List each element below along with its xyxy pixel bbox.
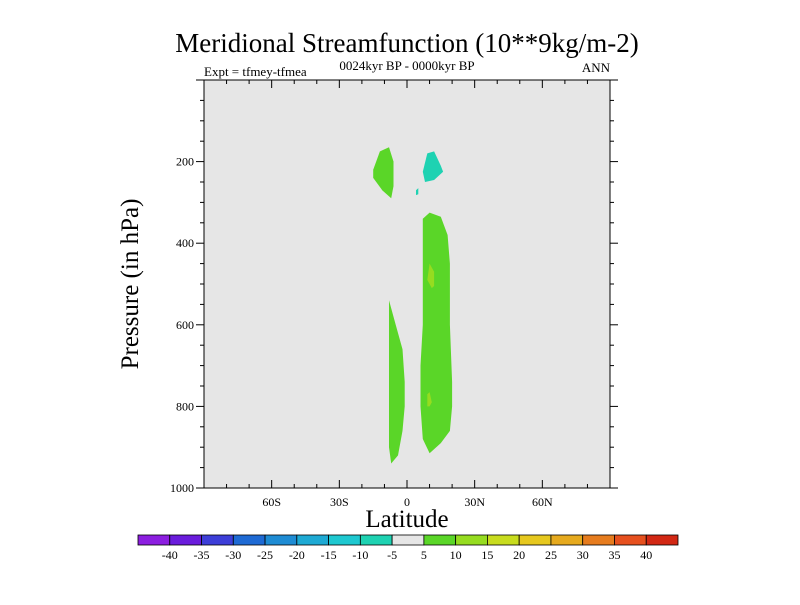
- colorbar-swatch: [137, 534, 171, 546]
- colorbar-swatch: [518, 534, 552, 546]
- contour-region-2: [422, 151, 444, 182]
- colorbar-swatch: [328, 534, 361, 546]
- x-tick-label: 60N: [532, 495, 553, 509]
- x-tick-label: 60S: [262, 495, 281, 509]
- contour-region-1: [373, 147, 394, 199]
- colorbar-label: 25: [545, 548, 557, 562]
- colorbar-swatch: [614, 534, 647, 546]
- colorbar-label: 30: [577, 548, 589, 562]
- x-tick-label: 0: [404, 495, 410, 509]
- colorbar-label: 20: [513, 548, 525, 562]
- colorbar-swatch: [232, 534, 266, 546]
- time-range-label: 0024kyr BP - 0000kyr BP: [339, 58, 474, 73]
- axis-ticks: 60S 30S 0 30N 60N 200 400 600 800 1000: [170, 79, 618, 509]
- colorbar-label: 35: [608, 548, 620, 562]
- colorbar-label: 40: [640, 548, 652, 562]
- y-tick-label: 200: [176, 155, 194, 169]
- x-axis-label: Latitude: [365, 506, 448, 533]
- colorbar-swatch: [645, 534, 679, 546]
- chart-title: Meridional Streamfunction (10**9kg/m-2): [175, 28, 638, 58]
- colorbar-swatch: [264, 534, 298, 546]
- colorbar-swatch: [487, 534, 520, 546]
- contour-regions: [373, 147, 453, 464]
- colorbar-label: -25: [257, 548, 273, 562]
- colorbar-swatch: [455, 534, 488, 546]
- colorbar-label: 5: [421, 548, 427, 562]
- y-tick-label: 400: [176, 236, 194, 250]
- colorbar-swatch: [359, 534, 393, 546]
- experiment-label: Expt = tfmey-tfmea: [204, 64, 307, 79]
- colorbar-label: -5: [387, 548, 397, 562]
- colorbar-swatch: [423, 534, 457, 546]
- colorbar-swatch: [201, 534, 234, 546]
- colorbar-swatch: [296, 534, 329, 546]
- x-tick-label: 30N: [464, 495, 485, 509]
- colorbar-swatch: [550, 534, 584, 546]
- colorbar-label: -15: [321, 548, 337, 562]
- colorbar-label: -40: [162, 548, 178, 562]
- colorbar-label: 10: [450, 548, 462, 562]
- colorbar-swatch: [391, 534, 425, 546]
- contour-region-7: [427, 392, 432, 407]
- colorbar-label: -20: [289, 548, 305, 562]
- colorbar-label: -10: [352, 548, 368, 562]
- season-label: ANN: [582, 60, 611, 75]
- contour-region-6: [427, 263, 435, 289]
- colorbar-label: 15: [481, 548, 493, 562]
- contour-region-3: [416, 188, 419, 196]
- y-tick-label: 600: [176, 318, 194, 332]
- contour-region-5: [420, 212, 453, 454]
- y-tick-label: 800: [176, 399, 194, 413]
- colorbar-label: -35: [194, 548, 210, 562]
- colorbar: -40 -35 -30 -25 -20 -15 -10 -5 5 10 15 20 25 30 35 40: [137, 534, 679, 562]
- plot-area: [204, 80, 610, 488]
- x-tick-label: 30S: [330, 495, 349, 509]
- y-tick-label: 1000: [170, 481, 194, 495]
- colorbar-swatch: [582, 534, 615, 546]
- colorbar-swatch: [169, 534, 202, 546]
- y-axis-label: Pressure (in hPa): [117, 199, 144, 370]
- contour-region-4: [389, 300, 405, 464]
- colorbar-label: -30: [225, 548, 241, 562]
